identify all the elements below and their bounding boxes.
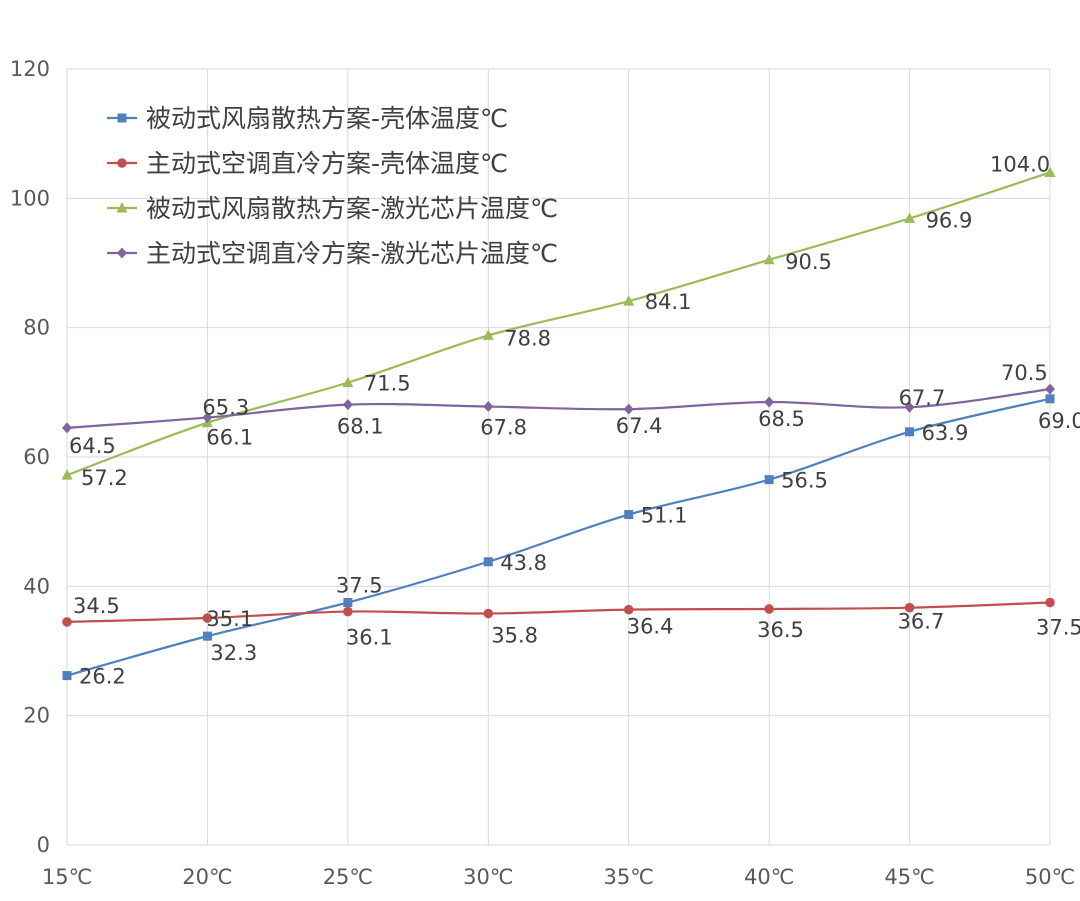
y-axis-ticks: 0 20 40 60 80 100 120 <box>10 57 50 857</box>
data-label: 36.4 <box>627 615 674 639</box>
data-label: 68.5 <box>758 407 805 431</box>
data-point <box>483 608 494 619</box>
data-point <box>202 412 213 424</box>
y-tick-label: 40 <box>23 574 50 598</box>
data-label: 67.7 <box>899 386 946 410</box>
data-label: 78.8 <box>504 326 551 350</box>
data-point <box>1045 394 1055 404</box>
data-label: 26.2 <box>79 665 126 689</box>
data-label: 36.1 <box>346 626 393 650</box>
data-point <box>1045 597 1055 608</box>
legend-entry: 被动式风扇散热方案-壳体温度℃ <box>146 104 508 133</box>
data-point <box>764 604 774 614</box>
data-point <box>623 403 634 415</box>
data-point <box>343 598 353 607</box>
data-label: 90.5 <box>785 250 832 274</box>
data-label: 32.3 <box>210 641 257 665</box>
data-label: 66.1 <box>206 426 253 450</box>
series-line <box>66 397 1051 677</box>
data-label: 67.8 <box>480 416 527 440</box>
legend: 被动式风扇散热方案-壳体温度℃ 主动式空调直冷方案-壳体温度℃ 被动式风扇散热方案-… <box>107 104 558 268</box>
data-point <box>482 329 494 340</box>
data-label: 37.5 <box>336 574 383 598</box>
x-tick-label: 50℃ <box>1025 865 1075 889</box>
x-tick-label: 15℃ <box>42 865 92 889</box>
data-point <box>763 253 775 265</box>
data-point <box>342 399 353 411</box>
data-point <box>623 295 635 306</box>
data-label: 64.5 <box>69 434 116 458</box>
data-label: 104.0 <box>990 152 1050 176</box>
y-tick-label: 20 <box>23 704 50 728</box>
x-tick-label: 35℃ <box>604 865 654 889</box>
series-line <box>66 601 1051 623</box>
data-point <box>905 427 915 437</box>
data-label: 37.5 <box>1036 616 1080 640</box>
data-point <box>342 376 354 388</box>
data-point <box>904 401 915 413</box>
legend-marker <box>117 247 127 259</box>
legend-entry: 主动式空调直冷方案-壳体温度℃ <box>146 149 508 178</box>
data-labels: 26.2 32.3 37.5 43.8 51.1 56.5 63.9 69.0 34.5 35.1… <box>69 152 1080 688</box>
y-tick-label: 80 <box>23 316 50 340</box>
series-group <box>61 166 1056 681</box>
data-label: 43.8 <box>500 551 547 575</box>
data-label: 69.0 <box>1038 409 1080 433</box>
x-tick-label: 45℃ <box>884 865 934 889</box>
data-point <box>1045 383 1055 395</box>
y-tick-label: 120 <box>10 57 50 81</box>
data-point <box>483 557 493 567</box>
y-tick-label: 100 <box>10 186 50 210</box>
data-label: 84.1 <box>645 290 692 314</box>
data-point <box>764 396 775 408</box>
data-label: 63.9 <box>922 421 969 445</box>
data-point <box>202 631 212 641</box>
data-label: 67.4 <box>616 414 663 438</box>
data-point <box>904 212 916 223</box>
data-label: 36.5 <box>757 618 804 642</box>
data-label: 65.3 <box>202 396 249 420</box>
grid-lines <box>66 68 1051 846</box>
data-point <box>62 422 72 434</box>
data-label: 35.1 <box>206 607 253 631</box>
data-label: 57.2 <box>81 466 128 490</box>
data-point <box>764 475 774 485</box>
data-label: 68.1 <box>337 415 384 439</box>
data-point <box>343 606 353 617</box>
data-label: 35.8 <box>491 623 538 647</box>
x-tick-label: 40℃ <box>744 865 794 889</box>
x-axis-ticks: 15℃ 20℃ 25℃ 30℃ 35℃ 40℃ 45℃ 50℃ <box>42 865 1075 889</box>
x-tick-label: 30℃ <box>463 865 513 889</box>
data-point <box>202 613 213 623</box>
legend-marker <box>117 113 127 123</box>
series-line <box>66 388 1051 429</box>
data-label: 56.5 <box>781 469 828 493</box>
legend-marker <box>117 158 127 168</box>
data-point <box>904 602 915 613</box>
data-point <box>61 469 73 480</box>
data-label: 71.5 <box>364 372 411 396</box>
data-point <box>624 510 634 520</box>
data-label: 34.5 <box>73 594 120 618</box>
legend-entry: 被动式风扇散热方案-激光芯片温度℃ <box>146 194 558 223</box>
legend-entry: 主动式空调直冷方案-激光芯片温度℃ <box>146 239 558 268</box>
data-point <box>1044 166 1056 177</box>
data-point <box>623 604 634 615</box>
data-label: 70.5 <box>1001 361 1048 385</box>
data-label: 96.9 <box>926 208 973 232</box>
data-point <box>62 617 72 627</box>
series-line <box>66 171 1051 477</box>
legend-marker <box>116 202 128 213</box>
data-point <box>62 671 72 681</box>
x-tick-label: 20℃ <box>182 865 232 889</box>
data-label: 51.1 <box>641 504 688 528</box>
y-tick-label: 0 <box>37 833 50 857</box>
y-tick-label: 60 <box>23 445 50 469</box>
data-point <box>483 401 494 413</box>
x-tick-label: 25℃ <box>323 865 373 889</box>
data-label: 36.7 <box>898 610 945 634</box>
